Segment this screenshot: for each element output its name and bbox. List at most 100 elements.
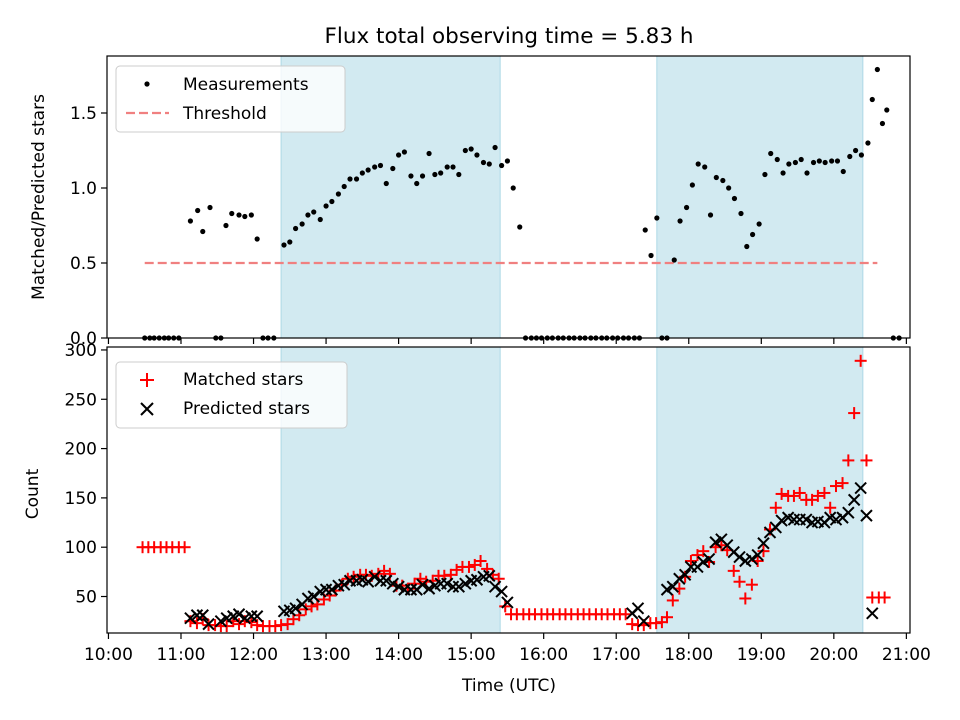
predicted-star-point bbox=[470, 573, 484, 586]
measurement-point bbox=[865, 140, 871, 146]
predicted-stars-series bbox=[184, 481, 879, 631]
top-y-axis-label: Matched/Predicted stars bbox=[29, 94, 49, 300]
measurement-point bbox=[492, 144, 498, 151]
matched-star-point bbox=[787, 489, 800, 502]
matched-star-point bbox=[757, 545, 770, 558]
measurement-point bbox=[456, 171, 462, 178]
predicted-star-point bbox=[452, 580, 466, 593]
predicted-star-point bbox=[860, 509, 873, 522]
measurement-point bbox=[390, 165, 396, 172]
top-legend-box bbox=[115, 65, 346, 133]
predicted-star-point bbox=[404, 583, 418, 596]
top-panel: 0.0 0.5 1.0 1.5 Matched/Predicted stars Mea… bbox=[29, 55, 911, 349]
measurement-point bbox=[287, 239, 293, 245]
x-tick-label: 11:00 bbox=[156, 645, 205, 665]
predicted-star-point bbox=[361, 575, 375, 588]
predicted-star-point bbox=[232, 608, 246, 621]
measurement-point bbox=[792, 159, 798, 166]
predicted-star-point bbox=[702, 552, 716, 566]
measurement-point bbox=[444, 164, 450, 170]
predicted-star-point bbox=[368, 570, 381, 583]
legend-measurements-marker bbox=[144, 81, 150, 87]
measurement-point bbox=[353, 176, 360, 182]
measurement-point bbox=[450, 164, 456, 170]
measurement-point bbox=[432, 171, 438, 178]
bottom-y-axis: 50 100 150 200 250 300 bbox=[65, 341, 107, 608]
measurement-point bbox=[840, 168, 846, 175]
measurement-point bbox=[377, 162, 384, 169]
y-tick-label: 1.5 bbox=[70, 104, 97, 124]
predicted-star-point bbox=[709, 536, 722, 549]
y-tick-label: 100 bbox=[65, 538, 97, 558]
bottom-legend: Matched stars Predicted stars bbox=[115, 361, 348, 429]
predicted-star-point bbox=[787, 513, 801, 526]
measurement-point bbox=[236, 212, 242, 218]
legend-predicted-label: Predicted stars bbox=[183, 399, 310, 419]
measurement-point bbox=[713, 174, 719, 181]
measurement-point bbox=[248, 212, 254, 218]
measurement-point bbox=[858, 152, 864, 158]
y-tick-label: 1.0 bbox=[70, 179, 97, 199]
matched-star-point bbox=[178, 541, 191, 554]
predicted-star-point bbox=[440, 577, 454, 590]
top-plot-frame bbox=[106, 55, 911, 339]
measurement-point bbox=[774, 156, 780, 163]
predicted-star-point bbox=[386, 577, 400, 590]
measurement-point bbox=[499, 162, 505, 169]
measurement-point bbox=[383, 180, 389, 187]
predicted-star-point bbox=[673, 572, 686, 585]
predicted-star-point bbox=[374, 574, 387, 587]
matched-star-point bbox=[878, 591, 891, 604]
measurement-point bbox=[195, 207, 201, 214]
matched-star-point bbox=[245, 616, 258, 629]
shaded-interval bbox=[656, 346, 864, 634]
measurement-point bbox=[810, 159, 817, 166]
predicted-star-point bbox=[337, 578, 351, 591]
matched-star-point bbox=[848, 407, 861, 420]
top-y-axis: 0.0 0.5 1.0 1.5 bbox=[70, 104, 107, 349]
predicted-star-point bbox=[854, 481, 867, 495]
measurement-point bbox=[671, 257, 677, 263]
predicted-star-point bbox=[501, 596, 514, 609]
x-tick-label: 15:00 bbox=[447, 645, 496, 665]
measurement-point bbox=[438, 170, 444, 176]
measurement-point bbox=[768, 150, 774, 157]
predicted-star-point bbox=[446, 580, 460, 593]
matched-star-point bbox=[775, 487, 788, 500]
x-tick-label: 16:00 bbox=[519, 645, 568, 665]
predicted-star-point bbox=[847, 493, 861, 507]
predicted-star-point bbox=[495, 585, 508, 598]
predicted-star-point bbox=[325, 583, 339, 596]
measurement-point bbox=[329, 198, 335, 205]
matched-star-point bbox=[745, 578, 758, 591]
matched-star-point bbox=[769, 501, 782, 514]
measurement-point bbox=[822, 159, 828, 166]
top-shaded-regions bbox=[280, 55, 864, 339]
measurement-point bbox=[311, 209, 317, 215]
x-tick-label: 21:00 bbox=[882, 645, 931, 665]
predicted-star-point bbox=[733, 550, 746, 564]
x-tick-label: 12:00 bbox=[229, 645, 278, 665]
predicted-star-point bbox=[250, 610, 264, 623]
matched-star-point bbox=[727, 564, 740, 577]
predicted-star-point bbox=[757, 537, 770, 550]
predicted-star-point bbox=[631, 602, 645, 615]
x-tick-label: 13:00 bbox=[302, 645, 351, 665]
matched-star-point bbox=[842, 454, 855, 467]
measurement-point bbox=[317, 216, 323, 223]
measurement-point bbox=[816, 158, 822, 164]
measurement-point bbox=[689, 182, 695, 188]
bottom-panel: 50 100 150 200 250 300 10:00 11:00 12:00 13:00 14… bbox=[23, 341, 931, 696]
predicted-star-point bbox=[697, 555, 710, 569]
matched-star-point bbox=[836, 477, 849, 490]
predicted-star-point bbox=[289, 602, 302, 615]
matched-star-point bbox=[854, 354, 867, 367]
measurement-point bbox=[642, 227, 648, 233]
measurement-point bbox=[762, 171, 768, 178]
predicted-star-point bbox=[483, 569, 496, 583]
predicted-star-point bbox=[307, 590, 320, 603]
predicted-star-point bbox=[422, 582, 436, 595]
top-x-axis bbox=[107, 338, 907, 344]
measurement-point bbox=[510, 185, 516, 191]
